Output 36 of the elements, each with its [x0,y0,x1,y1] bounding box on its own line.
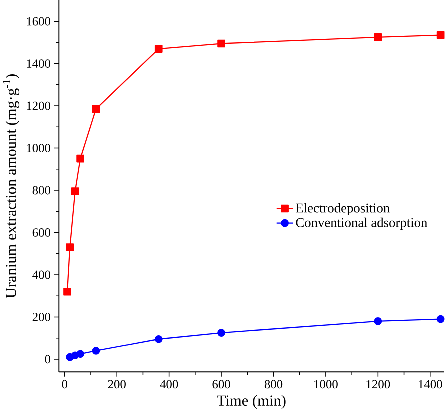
point [374,317,382,326]
legend-label: Conventional adsorption [296,218,428,230]
y-tick-label: 0 [45,355,51,364]
point [92,346,100,355]
point [218,328,226,337]
x-tick-label: 1200 [366,380,390,389]
point [76,154,84,163]
point [374,33,382,42]
x-axis-title: Time (min) [217,395,286,409]
y-tick-label: 1000 [27,144,51,152]
y-tick-label: 1600 [27,17,51,26]
x-tick-label: 0 [62,380,68,389]
x-tick-label: 200 [108,380,126,389]
point [92,105,100,113]
y-axis-title: Uranium extraction amount (mg·g$^{-1}$) [3,74,20,298]
point [154,335,163,344]
point [66,243,74,252]
y-tick-label: 800 [32,186,51,195]
point [436,315,445,324]
y-tick-label: 400 [32,270,51,280]
x-tick-label: 1400 [419,380,442,389]
y-tick-label: 200 [32,312,51,322]
x-tick-label: 800 [264,380,283,389]
point [436,31,445,40]
point [154,44,163,53]
y-tick-label: 1200 [27,102,51,110]
y-tick-label: 1400 [27,59,51,68]
point [64,288,72,296]
y-tick-label: 600 [32,228,51,237]
legend-label: Electrodeposition [296,203,390,216]
x-tick-label: 400 [160,380,178,389]
point [76,350,84,358]
x-tick-label: 600 [212,380,230,389]
point [218,40,226,48]
x-tick-label: 1000 [314,380,338,389]
point [71,188,80,196]
